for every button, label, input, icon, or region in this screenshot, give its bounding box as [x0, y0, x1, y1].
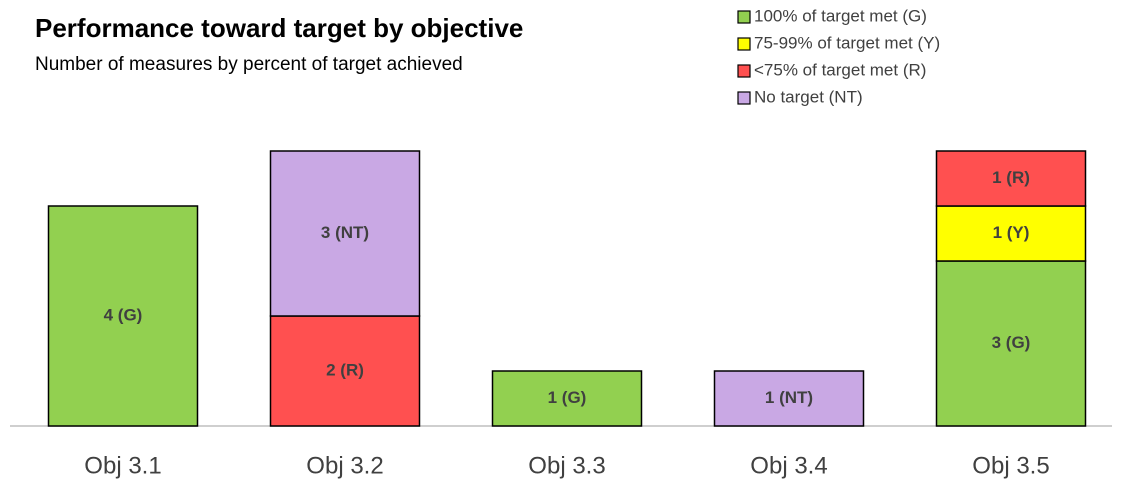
bar-segment [713, 370, 865, 427]
legend-label: 75-99% of target met (Y) [754, 33, 940, 52]
data-label: 1 (G) [548, 388, 587, 407]
data-label: 4 (G) [104, 305, 143, 324]
bar-segment [935, 205, 1087, 262]
legend-swatch [737, 37, 751, 51]
x-tick-label: Obj 3.5 [972, 452, 1049, 479]
bar-segment [47, 205, 199, 427]
legend-label: No target (NT) [754, 87, 863, 106]
legend-swatch [737, 91, 751, 105]
chart-title: Performance toward target by objective [35, 13, 523, 43]
data-label: 3 (NT) [321, 223, 369, 242]
x-tick-label: Obj 3.4 [750, 452, 827, 479]
legend-label: <75% of target met (R) [754, 60, 926, 79]
bar-segment [269, 150, 421, 317]
data-label: 3 (G) [992, 333, 1031, 352]
bar-segment [935, 260, 1087, 427]
x-tick-label: Obj 3.1 [84, 452, 161, 479]
data-label: 1 (NT) [765, 388, 813, 407]
data-label: 1 (R) [992, 168, 1030, 187]
bar-segment [269, 315, 421, 427]
data-label: 1 (Y) [993, 223, 1030, 242]
legend-label: 100% of target met (G) [754, 6, 927, 25]
x-tick-label: Obj 3.2 [306, 452, 383, 479]
legend-swatch [737, 64, 751, 78]
bar-segment [935, 150, 1087, 207]
chart-subtitle: Number of measures by percent of target … [35, 54, 463, 75]
legend-swatch [737, 10, 751, 24]
x-tick-label: Obj 3.3 [528, 452, 605, 479]
bar-segment [491, 370, 643, 427]
data-label: 2 (R) [326, 360, 364, 379]
